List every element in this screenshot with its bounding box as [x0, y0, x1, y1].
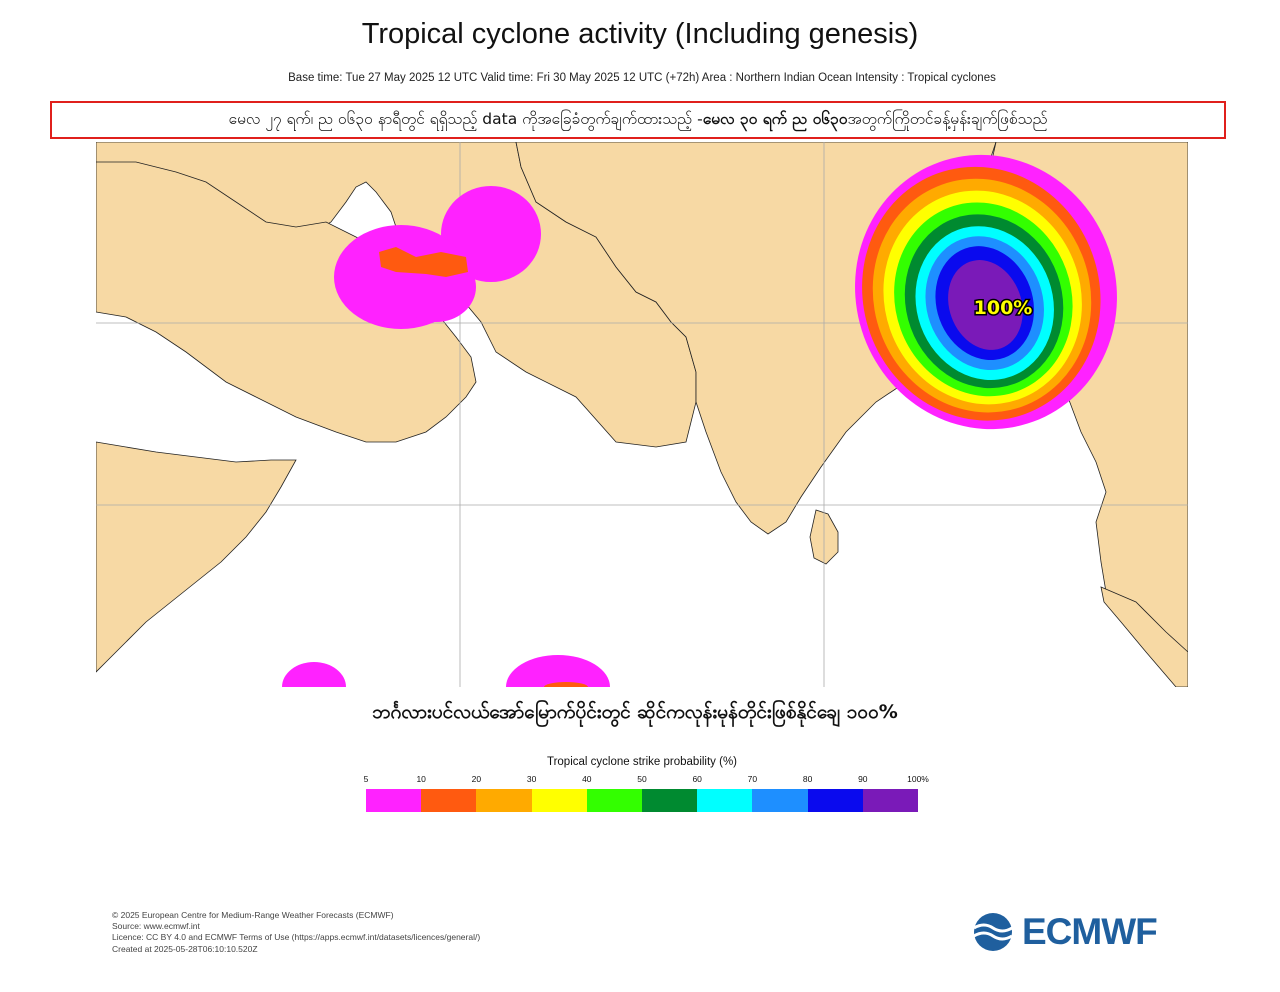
land-arabian-peninsula [96, 161, 477, 443]
legend: 5 10 20 30 40 50 60 70 80 90 100% [363, 774, 929, 814]
legend-swatch [586, 789, 642, 812]
land-sumatra [1100, 586, 1188, 687]
annotation-text-part3: အတွက်ကြိုတင်ခန့်မှန်းချက်ဖြစ်သည် [847, 109, 1048, 128]
footer-line-copyright: © 2025 European Centre for Medium-Range … [112, 910, 394, 920]
legend-title: Tropical cyclone strike probability (%) [546, 756, 738, 768]
legend-swatch [531, 789, 587, 812]
footer-line-licence: Licence: CC BY 4.0 and ECMWF Terms of Us… [112, 932, 481, 943]
chart-title: Tropical cyclone activity (Including gen… [361, 18, 919, 50]
legend-swatch [697, 789, 753, 812]
probability-area-bay-of-bengal [855, 154, 1117, 430]
legend-swatches [366, 789, 918, 812]
legend-swatch [476, 789, 532, 812]
legend-tick-label: 50 [637, 774, 647, 784]
legend-tick-label: 100% [907, 774, 929, 784]
footer-line-created: Created at 2025-05-28T06:10:10.520Z [112, 943, 258, 954]
footer-line-source: Source: www.ecmwf.int [112, 921, 200, 932]
probability-map: 100% [96, 142, 1188, 687]
legend-tick-label: 80 [802, 774, 813, 784]
legend-tick-label: 70 [747, 774, 758, 784]
annotation-text-bold: မေလ ၃၀ ရက် ည ၀၆၃၀ [702, 109, 848, 128]
ecmwf-logo-icon [973, 913, 1013, 951]
map-svg: 100% [96, 142, 1188, 687]
chart-subtitle: Base time: Tue 27 May 2025 12 UTC Valid … [288, 72, 996, 84]
probability-area-arabian-sea [334, 186, 541, 329]
legend-swatch [641, 789, 698, 812]
legend-tick-label: 5 [363, 774, 369, 784]
legend-swatch [421, 789, 477, 812]
legend-tick-label: 60 [692, 774, 702, 784]
legend-tick-label: 40 [582, 774, 592, 784]
ecmwf-logo-text: ECMWF [1022, 911, 1158, 952]
legend-swatch [862, 789, 918, 812]
probability-area-south [282, 655, 610, 687]
legend-swatch [807, 789, 863, 812]
caption: ဘင်္ဂလားပင်လယ်အော်မြောက်ပိုင်းတွင် ဆိုင်… [372, 701, 898, 723]
land-africa [96, 441, 297, 673]
legend-tick-label: 30 [526, 774, 537, 784]
probability-value-label: 100% [974, 297, 1033, 319]
ecmwf-logo: ECMWF [968, 911, 1178, 952]
footer: © 2025 European Centre for Medium-Range … [112, 910, 480, 955]
legend-tick-label: 90 [858, 774, 868, 784]
legend-tick-label: 20 [471, 774, 482, 784]
legend-swatch [366, 789, 422, 812]
legend-tick-label: 10 [416, 774, 426, 784]
annotation-box: မေလ ၂၇ ရက်၊ ည ၀၆၃၀ နာရီတွင် ရရှိသည့် dat… [50, 101, 1226, 139]
legend-swatch [752, 789, 808, 812]
annotation-text-part1: မေလ ၂၇ ရက်၊ ည ၀၆၃၀ နာရီတွင် ရရှိသည့် dat… [228, 109, 703, 128]
